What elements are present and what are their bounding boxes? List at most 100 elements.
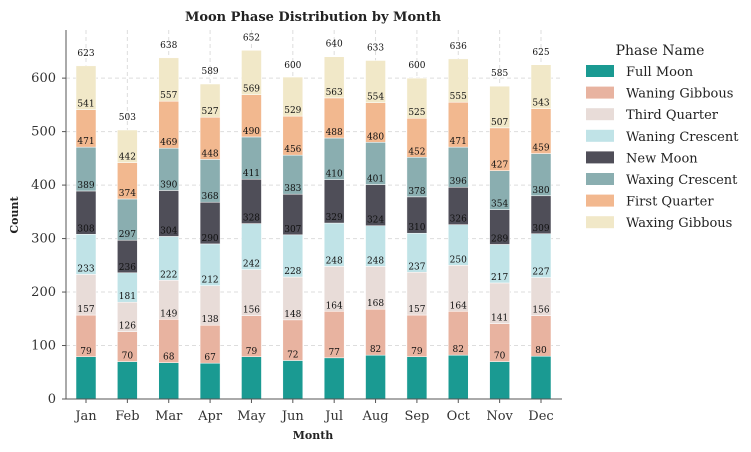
- segment-label: 68: [163, 353, 175, 363]
- bar-segment: [117, 129, 138, 163]
- y-tick-label: 200: [31, 285, 56, 300]
- segment-label: 527: [201, 107, 218, 117]
- segment-label: 80: [535, 346, 547, 356]
- y-tick-label: 500: [31, 125, 56, 140]
- legend-swatch: [586, 65, 614, 77]
- total-label: 633: [367, 43, 384, 53]
- segment-label: 507: [491, 118, 508, 128]
- segment-label: 569: [243, 85, 260, 95]
- segment-label: 554: [367, 93, 384, 103]
- bar-segment: [448, 354, 469, 400]
- x-tick-label: May: [237, 409, 266, 424]
- segment-label: 368: [201, 192, 218, 202]
- bar-segment: [158, 362, 179, 400]
- legend-item-label: Waning Gibbous: [626, 87, 733, 102]
- y-tick-label: 400: [31, 178, 56, 193]
- x-tick-label: Oct: [447, 409, 471, 424]
- x-tick-labels: Jan Feb Mar Apr May Jun Jul Aug Sep Oct Nov Dec: [73, 399, 554, 424]
- segment-label: 390: [160, 180, 177, 190]
- segment-label: 156: [532, 306, 549, 316]
- segment-label: 555: [450, 92, 467, 102]
- bar-segment: [489, 361, 510, 400]
- segment-label: 557: [160, 91, 177, 101]
- legend-swatch: [586, 151, 614, 164]
- segment-label: 233: [77, 264, 94, 274]
- segment-label: 563: [326, 88, 343, 98]
- bar-segment: [282, 76, 304, 117]
- segment-label: 383: [284, 184, 301, 194]
- segment-label: 149: [160, 309, 177, 319]
- segment-label: 141: [491, 314, 508, 324]
- segment-label: 308: [77, 224, 94, 234]
- segment-label: 181: [119, 292, 136, 302]
- x-tick-label: Sep: [404, 409, 429, 424]
- total-label: 652: [243, 33, 260, 43]
- chart-title: Moon Phase Distribution by Month: [185, 10, 442, 25]
- segment-label: 488: [326, 128, 343, 138]
- segment-label: 471: [450, 137, 467, 147]
- bar-segment: [241, 356, 262, 400]
- bar-segment: [117, 361, 138, 400]
- x-tick-label: Mar: [155, 409, 183, 424]
- legend-item-label: Waning Crescent: [626, 130, 739, 145]
- y-tick-label: 600: [31, 71, 56, 86]
- segment-label: 525: [408, 108, 425, 118]
- segment-label: 222: [160, 270, 177, 280]
- x-tick-label: Dec: [528, 409, 553, 424]
- legend-swatch: [586, 194, 614, 207]
- segment-label: 411: [243, 169, 260, 179]
- segment-label: 82: [370, 345, 381, 355]
- segment-label: 248: [326, 256, 343, 266]
- legend-swatch: [586, 86, 614, 99]
- x-tick-label: Aug: [361, 409, 388, 424]
- segment-label: 328: [243, 214, 260, 224]
- segment-label: 227: [532, 268, 549, 278]
- segment-label: 79: [80, 347, 92, 357]
- segment-label: 156: [243, 306, 260, 316]
- segment-label: 168: [367, 299, 384, 309]
- bar-segment: [241, 50, 262, 95]
- axes: [65, 30, 562, 400]
- segment-label: 541: [77, 100, 94, 110]
- segment-label: 67: [204, 353, 216, 363]
- segment-label: 380: [532, 186, 549, 196]
- bar-segment: [158, 57, 179, 102]
- y-tick-labels: 0 100 200 300 400 500 600: [31, 71, 66, 407]
- segment-label: 70: [122, 352, 134, 362]
- segment-label: 374: [119, 189, 136, 199]
- x-tick-label: Jul: [323, 409, 343, 424]
- segment-label: 72: [287, 350, 298, 360]
- segment-label: 126: [119, 322, 136, 332]
- segment-label: 442: [119, 153, 136, 163]
- segment-label: 543: [532, 99, 549, 109]
- segment-label: 448: [201, 149, 218, 159]
- segment-label: 401: [367, 175, 384, 185]
- total-label: 638: [160, 41, 177, 51]
- segment-label: 378: [408, 187, 425, 197]
- legend-title: Phase Name: [616, 43, 705, 59]
- segment-label: 326: [450, 215, 467, 225]
- bar-segment: [530, 64, 552, 109]
- bar-segment: [489, 85, 510, 129]
- bar-segment: [406, 356, 428, 400]
- segment-label: 212: [201, 276, 218, 286]
- legend-item-label: New Moon: [626, 151, 698, 166]
- bar-segment: [365, 60, 386, 103]
- segment-label: 329: [326, 213, 343, 223]
- x-tick-label: Apr: [197, 409, 223, 424]
- segment-label: 529: [284, 106, 301, 116]
- segment-label: 217: [491, 273, 508, 283]
- segment-label: 248: [367, 256, 384, 266]
- legend-item-label: Waxing Crescent: [626, 173, 738, 188]
- bar-segment: [75, 356, 97, 400]
- segment-label: 70: [494, 352, 506, 362]
- bar-segment: [199, 362, 221, 400]
- total-label: 600: [284, 61, 301, 71]
- total-label: 589: [201, 67, 218, 77]
- legend: Phase Name Full Moon Waning Gibbous Third …: [586, 43, 739, 231]
- segment-label: 459: [532, 144, 549, 154]
- total-label: 623: [77, 49, 94, 59]
- segment-label: 164: [326, 301, 343, 311]
- segment-label: 237: [408, 262, 425, 272]
